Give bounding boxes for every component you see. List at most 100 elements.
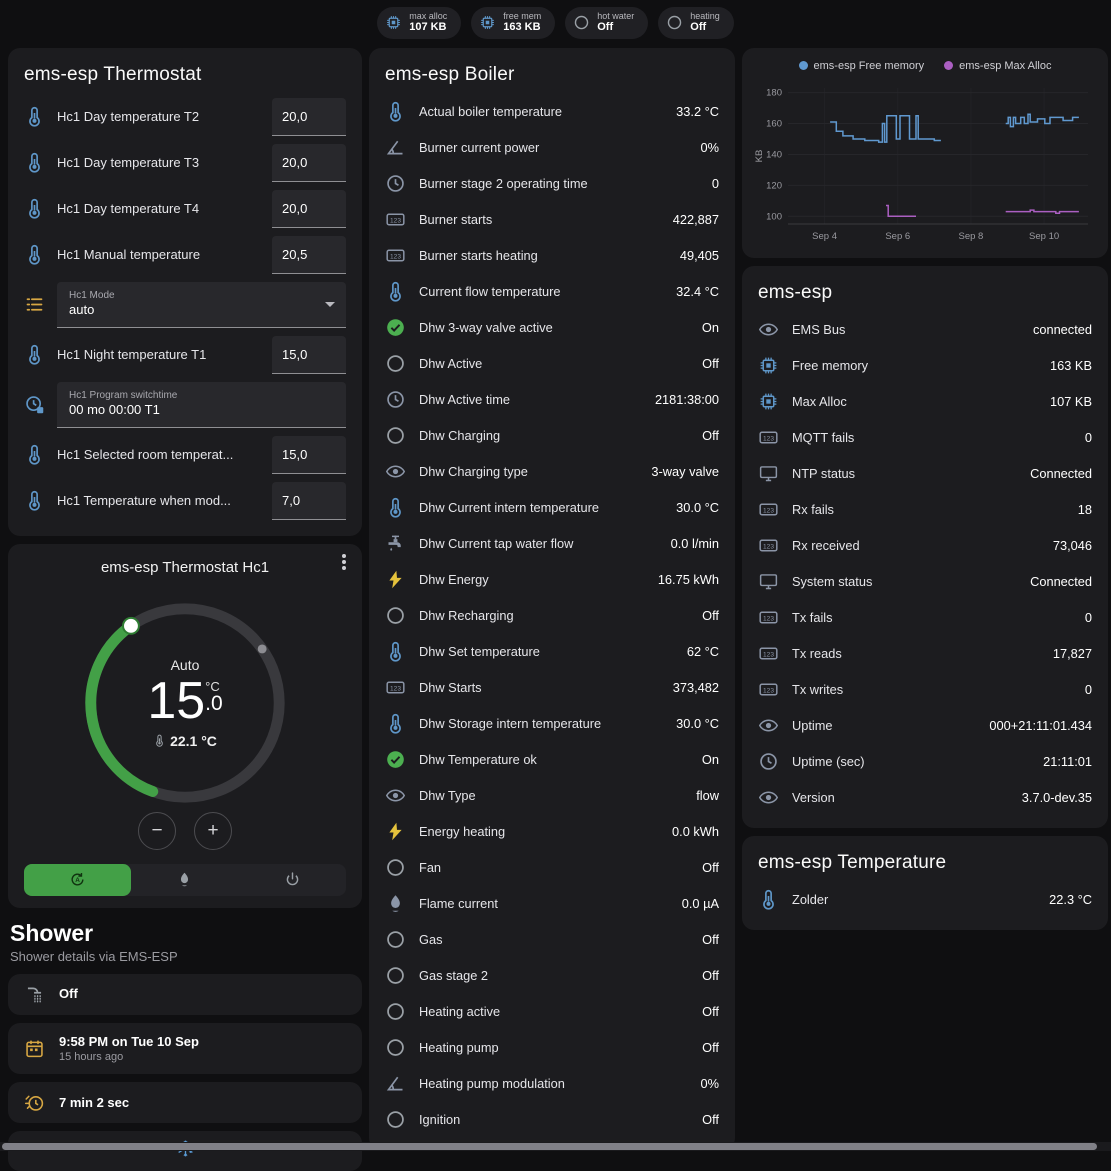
sensor-label: Zolder bbox=[792, 892, 829, 908]
dial-handle[interactable] bbox=[122, 616, 140, 635]
select-field[interactable]: Hc1 Program switchtime 00 mo 00:00 T1 bbox=[57, 381, 346, 428]
sensor-row[interactable]: Version 3.7.0-dev.35 bbox=[758, 780, 1092, 816]
status-badge[interactable]: hot water Off bbox=[565, 7, 649, 39]
sensor-row[interactable]: Dhw Active time 2181:38:00 bbox=[385, 382, 719, 418]
sensor-label: Dhw Current tap water flow bbox=[419, 536, 574, 552]
sensor-row[interactable]: Dhw Storage intern temperature 30.0 °C bbox=[385, 706, 719, 742]
sensor-value: 62 °C bbox=[686, 644, 719, 660]
sensor-row[interactable]: MQTT fails 0 bbox=[758, 420, 1092, 456]
sensor-label: Heating active bbox=[419, 1004, 501, 1020]
number-input[interactable]: 20,5 bbox=[272, 235, 346, 274]
sensor-row[interactable]: Flame current 0.0 µA bbox=[385, 886, 719, 922]
sensor-row[interactable]: Gas stage 2 Off bbox=[385, 958, 719, 994]
shower-info-card[interactable]: 9:58 PM on Tue 10 Sep 15 hours ago bbox=[8, 1022, 362, 1075]
sensor-row[interactable]: Dhw Energy 16.75 kWh bbox=[385, 562, 719, 598]
legend-item[interactable]: ems-esp Free memory bbox=[798, 60, 924, 72]
sensor-label: Dhw Storage intern temperature bbox=[419, 716, 602, 732]
sensor-row[interactable]: Dhw Current tap water flow 0.0 l/min bbox=[385, 526, 719, 562]
sensor-row[interactable]: Burner current power 0% bbox=[385, 130, 719, 166]
sensor-row[interactable]: Dhw Starts 373,482 bbox=[385, 670, 719, 706]
sensor-row[interactable]: Rx received 73,046 bbox=[758, 528, 1092, 564]
sensor-row[interactable]: Tx fails 0 bbox=[758, 600, 1092, 636]
shower-info-card[interactable]: 7 min 2 sec bbox=[8, 1082, 362, 1124]
sensor-row[interactable]: Burner starts 422,887 bbox=[385, 202, 719, 238]
legend-item[interactable]: ems-esp Max Alloc bbox=[944, 60, 1051, 72]
sensor-row[interactable]: NTP status Connected bbox=[758, 456, 1092, 492]
sensor-row[interactable]: Dhw Type flow bbox=[385, 778, 719, 814]
status-badge[interactable]: heating Off bbox=[658, 7, 734, 39]
sensor-row[interactable]: Current flow temperature 32.4 °C bbox=[385, 274, 719, 310]
thermostat-dial[interactable]: Auto 15 °C .0 22.1 °C bbox=[66, 584, 304, 822]
number-input[interactable]: 15,0 bbox=[272, 335, 346, 374]
number-input[interactable]: 15,0 bbox=[272, 435, 346, 474]
sensor-value: 33.2 °C bbox=[676, 104, 719, 120]
sensor-row[interactable]: Free memory 163 KB bbox=[758, 348, 1092, 384]
sensor-row[interactable]: EMS Bus connected bbox=[758, 312, 1092, 348]
boiler-card: ems-esp Boiler Actual boiler temperature… bbox=[369, 47, 735, 1150]
sensor-row[interactable]: Uptime 000+21:11:01.434 bbox=[758, 708, 1092, 744]
mode-auto-button[interactable] bbox=[24, 863, 132, 896]
sensor-row[interactable]: Dhw Active Off bbox=[385, 346, 719, 382]
number-input[interactable]: 20,0 bbox=[272, 97, 346, 136]
sensor-label: Max Alloc bbox=[792, 394, 847, 410]
sensor-icon bbox=[385, 569, 406, 590]
increase-temp-button[interactable]: + bbox=[194, 811, 232, 850]
sensor-icon bbox=[758, 679, 779, 700]
sensor-label: Burner current power bbox=[419, 140, 540, 156]
select-field[interactable]: Hc1 Mode auto bbox=[57, 281, 346, 328]
entity-icon bbox=[24, 294, 45, 315]
sensor-icon bbox=[385, 1037, 406, 1058]
horizontal-scrollbar[interactable] bbox=[0, 1142, 1111, 1151]
more-menu-icon[interactable] bbox=[342, 559, 346, 564]
mode-off-button[interactable] bbox=[239, 864, 346, 896]
sensor-row[interactable]: Dhw Charging type 3-way valve bbox=[385, 454, 719, 490]
sensor-row[interactable]: Dhw Temperature ok On bbox=[385, 742, 719, 778]
sensor-row[interactable]: Heating pump Off bbox=[385, 1030, 719, 1066]
sensor-value: Off bbox=[702, 932, 719, 948]
sensor-row[interactable]: Zolder 22.3 °C bbox=[758, 882, 1092, 918]
sensor-row[interactable]: Actual boiler temperature 33.2 °C bbox=[385, 94, 719, 130]
sensor-row[interactable]: Uptime (sec) 21:11:01 bbox=[758, 744, 1092, 780]
sensor-row[interactable]: Gas Off bbox=[385, 922, 719, 958]
shower-info-card[interactable]: Off bbox=[8, 973, 362, 1015]
sensor-row[interactable]: Dhw Recharging Off bbox=[385, 598, 719, 634]
sensor-row[interactable]: Energy heating 0.0 kWh bbox=[385, 814, 719, 850]
sensor-row[interactable]: System status Connected bbox=[758, 564, 1092, 600]
svg-text:160: 160 bbox=[766, 118, 782, 129]
sensor-label: Dhw Starts bbox=[419, 680, 482, 696]
status-badge[interactable]: max alloc 107 KB bbox=[377, 7, 462, 39]
sensor-row[interactable]: Max Alloc 107 KB bbox=[758, 384, 1092, 420]
number-input[interactable]: 7,0 bbox=[272, 481, 346, 520]
number-input[interactable]: 20,0 bbox=[272, 143, 346, 182]
sensor-icon bbox=[385, 281, 406, 302]
entity-row: Hc1 Selected room temperat... 15,0 Hc1 S… bbox=[24, 432, 346, 478]
sensor-row[interactable]: Fan Off bbox=[385, 850, 719, 886]
entity-icon bbox=[24, 490, 45, 511]
scrollbar-thumb[interactable] bbox=[2, 1143, 1097, 1150]
badge-label: free mem bbox=[503, 11, 542, 21]
sensor-row[interactable]: Dhw Charging Off bbox=[385, 418, 719, 454]
sensor-row[interactable]: Burner stage 2 operating time 0 bbox=[385, 166, 719, 202]
sensor-label: Dhw Current intern temperature bbox=[419, 500, 599, 516]
status-badge[interactable]: free mem 163 KB bbox=[471, 7, 556, 39]
mode-heat-button[interactable] bbox=[131, 864, 238, 896]
sensor-row[interactable]: Burner starts heating 49,405 bbox=[385, 238, 719, 274]
number-value: 15,0 bbox=[282, 346, 308, 362]
sensor-row[interactable]: Heating active Off bbox=[385, 994, 719, 1030]
number-value: 20,0 bbox=[282, 108, 308, 124]
sensor-row[interactable]: Dhw Current intern temperature 30.0 °C bbox=[385, 490, 719, 526]
climate-cool-card-partial[interactable] bbox=[8, 1131, 362, 1171]
decrease-temp-button[interactable]: − bbox=[138, 811, 176, 850]
sensor-row[interactable]: Ignition Off bbox=[385, 1102, 719, 1138]
sensor-icon bbox=[758, 751, 779, 772]
sensor-icon bbox=[385, 389, 406, 410]
sensor-row[interactable]: Dhw Set temperature 62 °C bbox=[385, 634, 719, 670]
sensor-label: EMS Bus bbox=[792, 322, 846, 338]
sensor-value: 3.7.0-dev.35 bbox=[1021, 790, 1092, 806]
sensor-row[interactable]: Tx reads 17,827 bbox=[758, 636, 1092, 672]
sensor-row[interactable]: Dhw 3-way valve active On bbox=[385, 310, 719, 346]
sensor-row[interactable]: Rx fails 18 bbox=[758, 492, 1092, 528]
sensor-row[interactable]: Tx writes 0 bbox=[758, 672, 1092, 708]
number-input[interactable]: 20,0 bbox=[272, 189, 346, 228]
sensor-row[interactable]: Heating pump modulation 0% bbox=[385, 1066, 719, 1102]
